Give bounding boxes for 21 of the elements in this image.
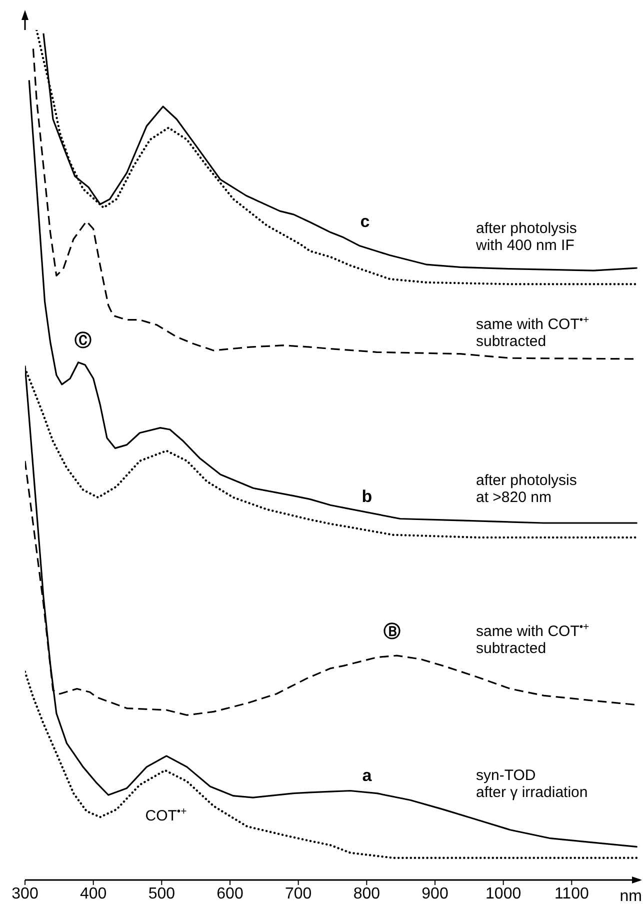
annotation: a	[362, 766, 372, 785]
x-tick-label: 1000	[486, 885, 522, 902]
x-tick-label: 700	[284, 885, 312, 902]
x-axis-title: nm	[620, 888, 642, 905]
text: same with COT$^{•+}$ subtracted	[476, 314, 590, 350]
x-tick-label: 600	[216, 885, 244, 902]
annotation: syn-TOD after γ irradiation	[476, 766, 588, 801]
x-tick-label: 400	[80, 885, 107, 902]
x-tick-label: 300	[12, 885, 38, 902]
annotation: after photolysis with 400 nm IF	[475, 220, 577, 254]
annotation: c	[360, 212, 370, 231]
x-tick-label: 800	[353, 885, 380, 902]
annotation: Ⓑ	[384, 622, 400, 641]
text: same with COT$^{•+}$ subtracted	[476, 620, 590, 657]
annotation: b	[362, 486, 372, 506]
x-tick-label: 900	[422, 885, 448, 902]
annotation: COT$^{•+}$	[145, 805, 187, 824]
x-tick-label: 500	[148, 885, 176, 902]
annotation: Ⓒ	[74, 330, 92, 350]
x-tick-label: 1100	[554, 885, 589, 902]
annotation: after photolysis at >820 nm	[476, 472, 577, 506]
